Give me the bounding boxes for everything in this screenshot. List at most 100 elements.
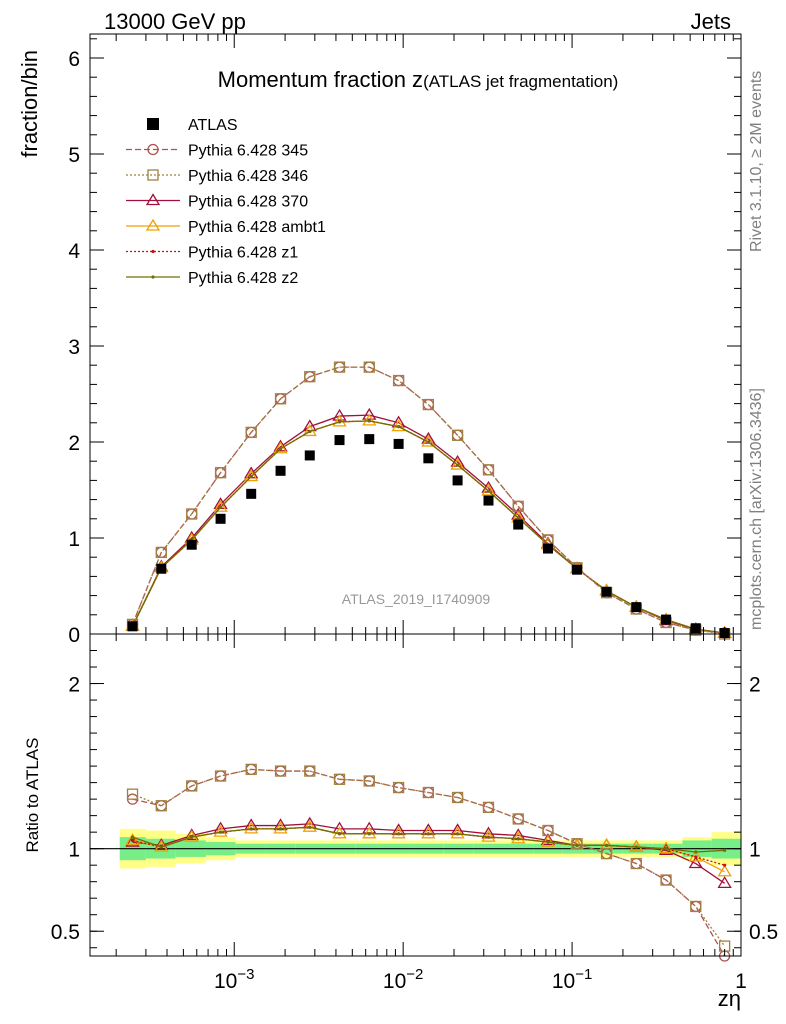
pythia-6-428-ambt1-ratio-point (658, 841, 674, 854)
y-tick-label: 4 (68, 240, 80, 263)
pythia-6-428-ambt1-point (332, 414, 347, 427)
pythia-6-428-370-ratio-point (154, 838, 169, 851)
pythia-6-428-z2-point (426, 440, 430, 444)
pythia-6-428-z2-point (367, 419, 371, 423)
pythia-6-428-z2-ratio-point (249, 827, 253, 831)
pythia-6-428-z2-ratio-point (278, 827, 283, 831)
pythia-6-428-370-point (273, 439, 288, 452)
pythia-6-428-346-ratio-point (155, 800, 167, 812)
pythia-6-428-ambt1-point (450, 457, 465, 470)
legend-label: Pythia 6.428 370 (188, 194, 308, 211)
legend-label: Pythia 6.428 z1 (188, 245, 298, 262)
ratio-y-tick-label: 0.5 (51, 921, 80, 944)
atlas-point (631, 602, 642, 613)
pythia-6-428-ambt1-point (213, 500, 228, 512)
pythia-6-428-346-ratio-point (186, 780, 198, 792)
pythia-6-428-346-line (131, 366, 725, 635)
pythia-6-428-345-point (392, 374, 405, 387)
pythia-6-428-346-point (422, 398, 435, 411)
ratio-y-tick-label-right: 2 (749, 674, 761, 697)
pythia-6-428-346-ratio-point (126, 788, 139, 800)
pythia-6-428-z2-point (337, 420, 342, 424)
atlas-point (661, 614, 672, 625)
y-tick-label: 2 (68, 432, 80, 455)
atlas-point (483, 495, 494, 506)
pythia-6-428-370-ratio-point (184, 828, 199, 841)
pythia-6-428-346-ratio-point (482, 801, 495, 814)
rivet-label: Rivet 3.1.10, ≥ 2M events (748, 71, 765, 252)
pythia-6-428-346-ratio-point (600, 847, 613, 860)
pythia-6-428-z2-point (249, 474, 253, 479)
atlas-point (690, 623, 701, 634)
pythia-6-428-z2-ratio-point (159, 845, 163, 849)
ratio-y-tick-label: 2 (68, 674, 80, 697)
pythia-6-428-346-point (304, 371, 316, 383)
pythia-6-428-346-point (512, 500, 524, 512)
pythia-6-428-370-ratio-point (540, 833, 556, 846)
atlas-legend-marker (147, 118, 159, 130)
pythia-6-428-z1-ratio-point (130, 838, 135, 843)
ratio-y-tick-label-right: 1 (749, 839, 761, 862)
pythia-6-428-z1-legend-marker (151, 249, 155, 254)
pythia-6-428-370-point (362, 407, 377, 420)
pythia-6-428-ambt1-ratio-point (302, 819, 317, 832)
x-tick-label: 10−3 (214, 966, 254, 993)
x-tick-label: 10−1 (552, 966, 592, 993)
atlas-point (304, 450, 315, 461)
pythia-6-428-346-point (482, 464, 495, 476)
y-axis-label-ratio: Ratio to ATLAS (23, 738, 42, 853)
header-right: Jets (691, 9, 731, 34)
pythia-6-428-346-ratio-point (542, 824, 554, 837)
pythia-6-428-ambt1-ratio-point (421, 826, 436, 839)
pythia-6-428-346-point (214, 467, 227, 479)
header-left: 13000 GeV pp (104, 9, 246, 34)
pythia-6-428-ambt1-ratio-point (125, 833, 140, 846)
legend-label: ATLAS (188, 117, 238, 134)
atlas-point (542, 543, 553, 554)
pythia-6-428-z2-ratio-point (575, 843, 579, 847)
chart-title: Momentum fraction z(ATLAS jet fragmentat… (218, 67, 619, 92)
legend-label: Pythia 6.428 z2 (188, 270, 298, 287)
atlas-point (452, 475, 463, 486)
y-tick-label: 6 (68, 48, 80, 71)
atlas-point (513, 519, 524, 530)
legend-label: Pythia 6.428 ambt1 (188, 219, 326, 236)
pythia-6-428-z2-point (486, 489, 491, 493)
pythia-6-428-z1-ratio-point (723, 863, 727, 867)
pythia-6-428-z2-ratio-point (130, 835, 135, 839)
pythia-6-428-346-ratio-point (245, 763, 257, 776)
pythia-6-428-ambt1-point (244, 469, 259, 482)
atlas-point (215, 513, 226, 524)
y-tick-label: 5 (68, 144, 80, 167)
legend-label: Pythia 6.428 345 (188, 143, 308, 160)
pythia-6-428-346-ratio-point (333, 773, 346, 785)
pythia-6-428-346-ratio-point (214, 770, 227, 782)
pythia-6-428-346-point (155, 546, 167, 559)
pythia-6-428-z2-ratio-point (634, 845, 638, 849)
y-tick-label: 3 (68, 336, 80, 359)
pythia-6-428-346-ratio-point (274, 765, 287, 777)
pythia-6-428-ambt1-ratio-point (717, 864, 732, 877)
ratio-y-tick-label-right: 0.5 (749, 921, 778, 944)
pythia-6-428-z2-ratio-point (218, 830, 223, 834)
pythia-6-428-z2-point (308, 429, 312, 434)
pythia-6-428-z2-legend-marker (151, 275, 155, 279)
y-tick-label: 1 (68, 528, 80, 551)
pythia-6-428-z2-ratio-point (308, 825, 312, 829)
ratio-y-tick-label: 1 (68, 839, 80, 862)
watermark: ATLAS_2019_I1740909 (342, 591, 491, 607)
ratio-plot-frame (89, 633, 742, 957)
pythia-6-428-ambt1-ratio-point (481, 829, 496, 842)
pythia-6-428-ambt1-ratio-point (511, 831, 526, 844)
pythia-6-428-ambt1-ratio-point (273, 821, 288, 834)
x-tick-label: 1 (735, 970, 747, 993)
pythia-6-428-z2-point (397, 425, 401, 429)
x-tick-label: 10−2 (383, 966, 423, 993)
pythia-6-428-z1-ratio-point (694, 855, 698, 859)
pythia-6-428-ambt1-legend-marker (145, 218, 161, 231)
legend-label: Pythia 6.428 346 (188, 168, 308, 185)
pythia-6-428-346-legend-marker (147, 169, 159, 181)
pythia-6-428-ambt1-ratio-point (540, 834, 556, 847)
pythia-6-428-346-point (333, 361, 346, 373)
pythia-6-428-z2-ratio-point (486, 835, 491, 839)
